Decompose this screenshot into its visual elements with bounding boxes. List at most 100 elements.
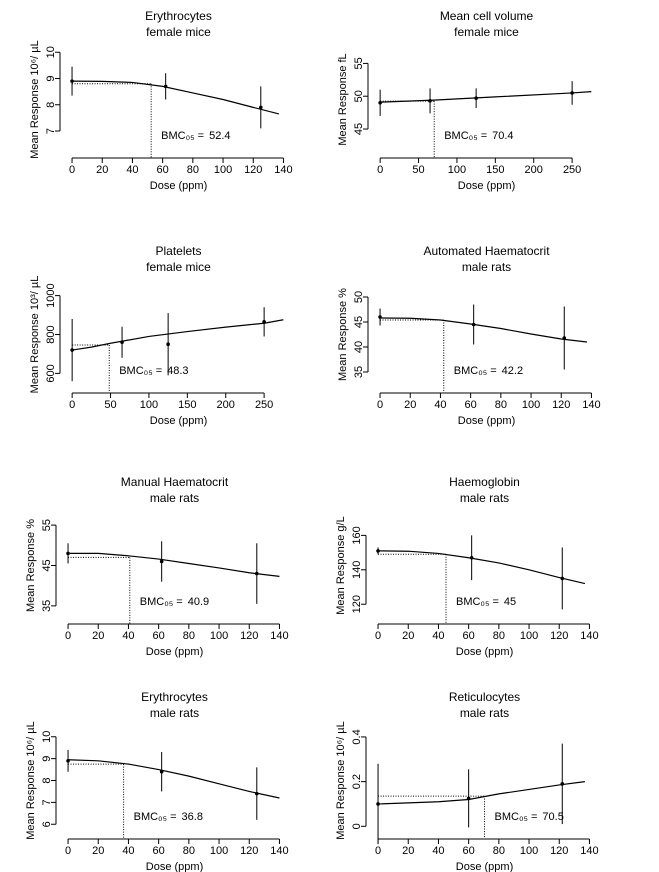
panel: Automated Haematocrit male rats 35 40 45 50 Me… xyxy=(337,244,601,427)
x-tick-label: 120 xyxy=(240,630,258,642)
bmc-value: 48.3 xyxy=(167,365,188,377)
x-tick-label: 20 xyxy=(402,630,414,642)
x-tick-label: 80 xyxy=(495,399,507,411)
x-axis-label: Dose (ppm) xyxy=(146,646,203,658)
panel-subtitle: male rats xyxy=(460,491,509,505)
panel-subtitle: female mice xyxy=(146,260,211,274)
bmc-value: 52.4 xyxy=(209,130,230,142)
y-tick-label: 800 xyxy=(45,325,57,343)
data-point xyxy=(120,340,124,345)
x-tick-label: 60 xyxy=(157,164,169,176)
panel-title: Mean cell volume xyxy=(440,9,534,23)
fit-curve xyxy=(68,759,280,799)
y-axis-label: Mean Response % xyxy=(337,288,349,381)
x-tick-label: 140 xyxy=(580,630,598,642)
bmc-label: BMC₀₅ = xyxy=(140,596,183,608)
bmc-label: BMC₀₅ = xyxy=(456,596,499,608)
x-tick-label: 250 xyxy=(563,164,581,176)
y-tick-label: 45 xyxy=(353,123,365,135)
y-tick-label: 7 xyxy=(41,799,53,805)
panel-subtitle: female mice xyxy=(146,25,211,39)
y-tick-label: 35 xyxy=(353,366,365,378)
x-tick-label: 80 xyxy=(183,630,195,642)
x-tick-label: 20 xyxy=(404,399,416,411)
data-point xyxy=(262,320,266,324)
y-tick-label: 120 xyxy=(351,595,363,613)
x-tick-label: 0 xyxy=(377,164,383,176)
x-tick-label: 40 xyxy=(122,845,134,857)
x-axis-label: Dose (ppm) xyxy=(456,646,513,658)
y-tick-label: 9 xyxy=(41,756,53,762)
x-tick-label: 40 xyxy=(432,845,444,857)
y-tick-label: 45 xyxy=(41,559,53,571)
data-point xyxy=(258,105,263,110)
data-point xyxy=(70,79,74,83)
x-tick-label: 50 xyxy=(104,399,116,411)
panel-title: Platelets xyxy=(155,244,201,258)
data-point xyxy=(469,555,474,560)
y-tick-label: 7 xyxy=(45,128,57,134)
y-tick-label: 8 xyxy=(45,102,57,108)
panel-title: Erythrocytes xyxy=(141,690,208,704)
bmc-label: BMC₀₅ = xyxy=(134,811,177,823)
x-tick-label: 20 xyxy=(92,630,104,642)
x-tick-label: 200 xyxy=(217,399,235,411)
x-tick-label: 120 xyxy=(244,164,262,176)
y-tick-label: 160 xyxy=(351,526,363,544)
x-axis-label: Dose (ppm) xyxy=(146,861,203,872)
x-tick-label: 100 xyxy=(140,399,158,411)
x-tick-label: 200 xyxy=(525,164,543,176)
fit-curve xyxy=(378,550,586,585)
x-tick-label: 140 xyxy=(580,845,598,857)
x-tick-label: 120 xyxy=(552,399,570,411)
panel-title: Erythrocytes xyxy=(145,9,212,23)
data-point xyxy=(66,759,70,763)
x-tick-label: 100 xyxy=(214,164,232,176)
x-tick-label: 100 xyxy=(210,630,228,642)
data-point xyxy=(159,559,164,564)
y-tick-label: 6 xyxy=(41,821,53,827)
y-tick-label: 55 xyxy=(41,519,53,531)
x-tick-label: 250 xyxy=(255,399,273,411)
fit-curve xyxy=(380,317,587,343)
x-tick-label: 0 xyxy=(377,399,383,411)
x-tick-label: 60 xyxy=(463,845,475,857)
data-point xyxy=(471,322,476,327)
panel-subtitle: female mice xyxy=(454,25,519,39)
x-tick-label: 20 xyxy=(92,845,104,857)
x-tick-label: 120 xyxy=(550,845,568,857)
panel-title: Manual Haematocrit xyxy=(121,475,229,489)
y-tick-label: 40 xyxy=(353,341,365,353)
fit-curve xyxy=(378,781,585,805)
y-tick-label: 140 xyxy=(351,561,363,579)
y-tick-label: 10 xyxy=(41,731,53,743)
panel: Mean cell volume female mice 45 50 55 Mean Re… xyxy=(337,9,592,192)
x-tick-label: 60 xyxy=(153,630,165,642)
y-axis-label: Mean Response % xyxy=(25,519,37,612)
y-axis-label: Mean Response 10⁶/ µL xyxy=(29,40,41,159)
panel-title: Automated Haematocrit xyxy=(423,244,550,258)
data-point xyxy=(466,796,471,801)
y-tick-label: 55 xyxy=(353,57,365,69)
x-tick-label: 100 xyxy=(520,630,538,642)
x-tick-label: 40 xyxy=(122,630,134,642)
data-point xyxy=(570,91,574,95)
y-tick-label: 600 xyxy=(45,364,57,382)
bmc-annotation: BMC₀₅ = 70.5 xyxy=(495,811,564,823)
y-tick-label: 0.4 xyxy=(351,729,363,744)
x-tick-label: 80 xyxy=(493,845,505,857)
x-tick-label: 60 xyxy=(153,845,165,857)
x-tick-label: 0 xyxy=(65,845,71,857)
bmc-annotation: BMC₀₅ = 48.3 xyxy=(119,365,188,377)
y-tick-label: 0 xyxy=(351,823,363,829)
x-tick-label: 100 xyxy=(210,845,228,857)
x-tick-label: 0 xyxy=(69,399,75,411)
x-tick-label: 120 xyxy=(550,630,568,642)
x-tick-label: 40 xyxy=(126,164,138,176)
bmc-annotation: BMC₀₅ = 45 xyxy=(456,596,516,608)
x-tick-label: 40 xyxy=(432,630,444,642)
x-tick-label: 150 xyxy=(178,399,196,411)
data-point xyxy=(560,782,565,786)
bmc-annotation: BMC₀₅ = 52.4 xyxy=(161,130,230,142)
